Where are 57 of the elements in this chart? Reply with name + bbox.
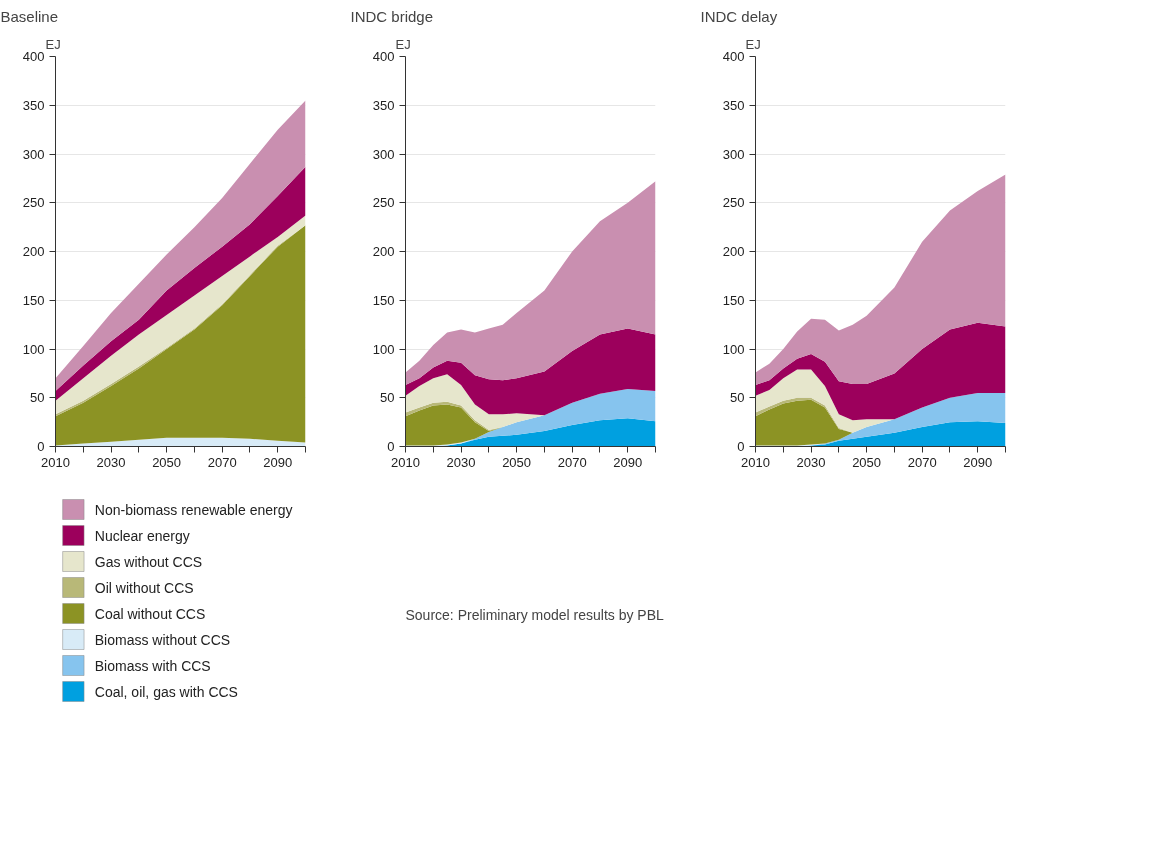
y-axis-title: EJ bbox=[745, 36, 761, 52]
y-tick-label: 300 bbox=[722, 146, 745, 162]
legend-label: Coal, oil, gas with CCS bbox=[94, 683, 238, 700]
y-axis-title: EJ bbox=[395, 36, 411, 52]
x-tick-label: 2090 bbox=[963, 454, 993, 470]
y-tick-label: 250 bbox=[722, 195, 745, 211]
chart-title: INDC bridge bbox=[350, 7, 434, 25]
y-tick-label: 150 bbox=[722, 292, 745, 308]
y-tick-label: 150 bbox=[22, 292, 45, 308]
y-tick-label: 350 bbox=[372, 97, 395, 113]
y-tick-label: 400 bbox=[22, 49, 45, 64]
x-tick-label: 2070 bbox=[907, 454, 937, 470]
y-tick-label: 400 bbox=[372, 49, 395, 64]
y-tick-label: 200 bbox=[722, 244, 745, 259]
y-tick-label: 350 bbox=[722, 97, 745, 113]
y-tick-label: 100 bbox=[722, 341, 745, 357]
y-tick-label: 200 bbox=[22, 244, 45, 259]
y-tick-label: 0 bbox=[737, 439, 745, 454]
legend-label: Gas without CCS bbox=[94, 553, 203, 570]
y-tick-label: 50 bbox=[380, 390, 395, 406]
chart-title: Baseline bbox=[0, 7, 59, 25]
x-tick-label: 2010 bbox=[741, 454, 770, 470]
y-tick-label: 0 bbox=[37, 439, 45, 454]
legend-label: Non-biomass renewable energy bbox=[94, 501, 293, 518]
x-tick-label: 2030 bbox=[446, 454, 476, 470]
y-tick-label: 250 bbox=[372, 195, 395, 211]
x-tick-label: 2010 bbox=[41, 454, 70, 470]
y-tick-label: 50 bbox=[30, 390, 45, 406]
legend-label: Coal without CCS bbox=[94, 605, 206, 622]
x-tick-label: 2030 bbox=[96, 454, 126, 470]
y-tick-label: 350 bbox=[22, 97, 45, 113]
y-tick-label: 100 bbox=[372, 341, 395, 357]
x-tick-label: 2090 bbox=[613, 454, 643, 470]
chart-title: INDC delay bbox=[700, 7, 778, 25]
x-tick-label: 2070 bbox=[557, 454, 587, 470]
x-tick-label: 2010 bbox=[391, 454, 420, 470]
legend-label: Oil without CCS bbox=[94, 579, 194, 596]
x-tick-label: 2050 bbox=[502, 454, 532, 470]
y-tick-label: 300 bbox=[22, 146, 45, 162]
legend-label: Biomass without CCS bbox=[94, 631, 231, 648]
x-tick-label: 2030 bbox=[796, 454, 826, 470]
y-tick-label: 200 bbox=[372, 244, 395, 259]
x-tick-label: 2070 bbox=[207, 454, 237, 470]
x-tick-label: 2090 bbox=[263, 454, 293, 470]
y-tick-label: 0 bbox=[387, 439, 395, 454]
y-tick-label: 150 bbox=[372, 292, 395, 308]
x-tick-label: 2050 bbox=[152, 454, 182, 470]
legend-label: Biomass with CCS bbox=[94, 657, 211, 674]
y-tick-label: 250 bbox=[22, 195, 45, 211]
y-axis-title: EJ bbox=[45, 36, 61, 52]
y-tick-label: 100 bbox=[22, 341, 45, 357]
y-tick-label: 300 bbox=[372, 146, 395, 162]
source-note: Source: Preliminary model results by PBL bbox=[405, 606, 665, 623]
y-tick-label: 50 bbox=[730, 390, 745, 406]
legend-label: Nuclear energy bbox=[94, 527, 190, 544]
x-tick-label: 2050 bbox=[852, 454, 882, 470]
y-tick-label: 400 bbox=[722, 49, 745, 64]
